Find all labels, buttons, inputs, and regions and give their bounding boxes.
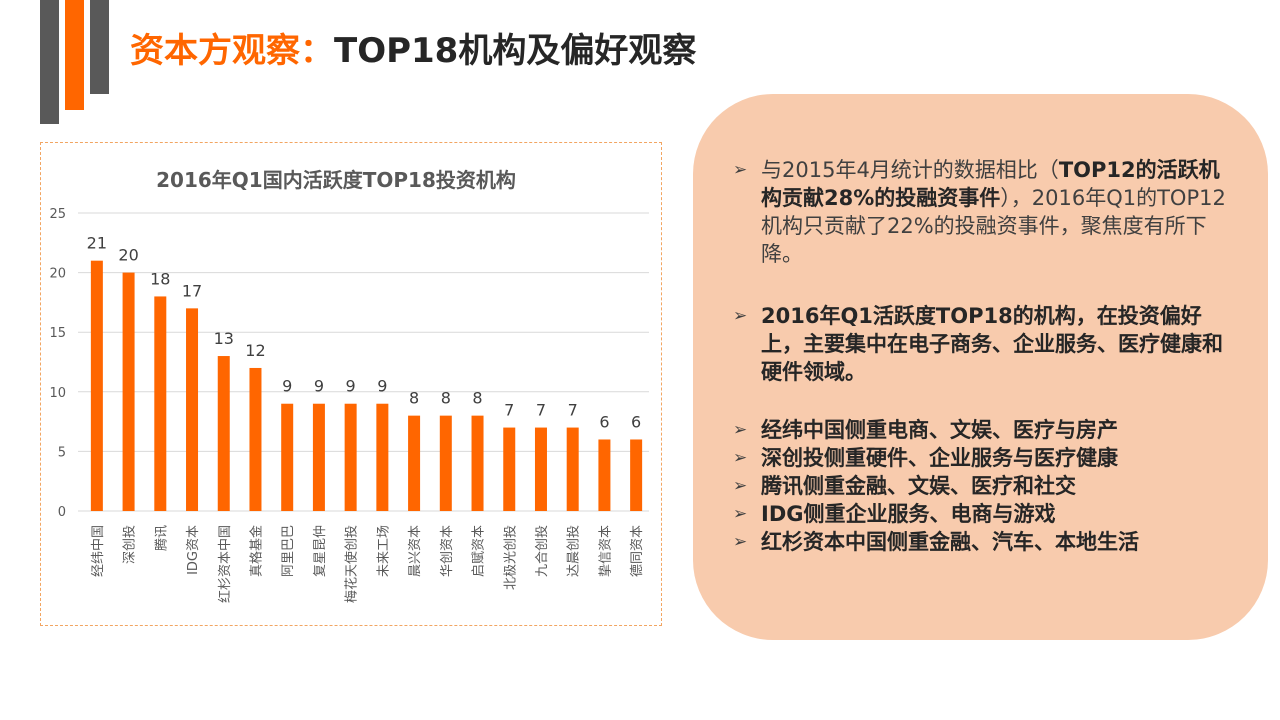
x-tick-label: 复星昆仲 — [313, 525, 328, 577]
bullet-comparison-bold: TOP12的活跃机构贡献28%的投融资事件 — [761, 158, 1220, 210]
bar — [503, 427, 516, 511]
data-label: 9 — [377, 377, 387, 396]
slide-title: 资本方观察：TOP18机构及偏好观察 — [130, 26, 696, 76]
arrow-bullet-icon: ➢ — [733, 160, 748, 180]
bar — [217, 356, 230, 511]
x-tick-label: 深创投 — [122, 525, 138, 564]
bar — [630, 439, 643, 511]
data-label: 18 — [150, 269, 170, 288]
list-item: ➢ 红杉资本中国侧重金融、汽车、本地生活 — [733, 530, 1139, 554]
institution-focus-list: ➢ 经纬中国侧重电商、文娱、医疗与房产 ➢ 深创投侧重硬件、企业服务与医疗健康 ➢ 腾… — [733, 416, 1243, 556]
x-tick-label: 红杉资本中国 — [217, 525, 233, 603]
data-label: 12 — [245, 341, 265, 360]
list-item: ➢ 腾讯侧重金融、文娱、医疗和社交 — [733, 474, 1076, 498]
y-tick-label: 5 — [58, 445, 66, 460]
chart-title: 2016年Q1国内活跃度TOP18投资机构 — [156, 168, 516, 192]
data-label: 6 — [599, 412, 609, 431]
arrow-bullet-icon: ➢ — [733, 448, 748, 468]
bar — [344, 403, 357, 511]
bar — [471, 415, 484, 511]
x-tick-label: 德同资本 — [630, 525, 645, 577]
x-tick-label: 梅花天使创投 — [344, 525, 360, 603]
bar — [534, 427, 547, 511]
bar — [408, 415, 421, 511]
x-tick-label: IDG资本 — [186, 525, 201, 575]
arrow-bullet-icon: ➢ — [733, 504, 748, 524]
y-tick-label: 0 — [58, 505, 66, 520]
bullet-comparison: ➢ 与2015年4月统计的数据相比（TOP12的活跃机构贡献28%的投融资事件）… — [733, 156, 1233, 268]
data-label: 21 — [87, 234, 107, 253]
x-tick-label: 达晨创投 — [566, 525, 582, 577]
data-label: 7 — [568, 401, 578, 420]
list-item: ➢ IDG侧重企业服务、电商与游戏 — [733, 502, 1056, 526]
bar — [154, 296, 167, 511]
x-tick-label: 华创资本 — [440, 525, 455, 577]
x-tick-label: 阿里巴巴 — [281, 525, 296, 577]
x-tick-label: 北极光创投 — [502, 525, 518, 590]
list-item: ➢ 经纬中国侧重电商、文娱、医疗与房产 — [733, 418, 1118, 442]
x-tick-label: 经纬中国 — [91, 525, 106, 577]
x-tick-label: 挚信资本 — [598, 525, 613, 577]
y-tick-label: 20 — [49, 267, 66, 282]
decor-bar-gray-1 — [40, 0, 59, 124]
arrow-bullet-icon: ➢ — [733, 306, 748, 326]
x-tick-label: 启赋资本 — [472, 525, 487, 577]
data-label: 7 — [536, 401, 546, 420]
data-label: 8 — [441, 389, 451, 408]
bar-chart: 2016年Q1国内活跃度TOP18投资机构 0 5 10 15 20 25 21 经纬中国 20 深… — [49, 168, 649, 603]
y-tick-label: 25 — [49, 207, 66, 222]
y-tick-label: 10 — [49, 386, 66, 401]
bar — [281, 403, 294, 511]
bar — [598, 439, 611, 511]
x-tick-label: 晨兴资本 — [408, 525, 423, 577]
x-tick-label: 真格基金 — [248, 525, 264, 577]
arrow-bullet-icon: ➢ — [733, 420, 748, 440]
data-label: 9 — [346, 377, 356, 396]
bar — [376, 403, 389, 511]
bar — [249, 367, 262, 511]
bullet-comparison-post: ），2016年Q1的TOP12机构只贡献了22%的投融资事件，聚焦度有所下降。 — [761, 186, 1226, 266]
chart-container: 2016年Q1国内活跃度TOP18投资机构 0 5 10 15 20 25 21 经纬中国 20 深… — [40, 142, 662, 626]
bullet-preference: ➢ 2016年Q1活跃度TOP18的机构，在投资偏好上，主要集中在电子商务、企业… — [733, 302, 1233, 386]
decor-bar-gray-2 — [90, 0, 109, 94]
data-label: 13 — [214, 329, 234, 348]
data-label: 8 — [409, 389, 419, 408]
y-tick-label: 15 — [49, 326, 66, 341]
x-tick-label: 未来工场 — [376, 525, 391, 577]
arrow-bullet-icon: ➢ — [733, 532, 748, 552]
bar — [122, 272, 135, 511]
arrow-bullet-icon: ➢ — [733, 476, 748, 496]
data-label: 20 — [118, 246, 138, 265]
data-label: 9 — [282, 377, 292, 396]
decor-bar-orange — [65, 0, 84, 110]
x-tick-label: 腾讯 — [153, 525, 169, 551]
data-label: 6 — [631, 412, 641, 431]
data-label: 17 — [182, 281, 202, 300]
bar — [312, 403, 325, 511]
bullet-comparison-pre: 与2015年4月统计的数据相比（ — [761, 158, 1059, 182]
data-label: 8 — [472, 389, 482, 408]
x-tick-label: 九合创投 — [534, 525, 550, 577]
data-label: 9 — [314, 377, 324, 396]
bar — [186, 308, 199, 511]
bullet-preference-text: 2016年Q1活跃度TOP18的机构，在投资偏好上，主要集中在电子商务、企业服务… — [761, 304, 1223, 384]
data-label: 7 — [504, 401, 514, 420]
bar — [566, 427, 579, 511]
slide-title-highlight: 资本方观察： — [130, 31, 334, 71]
bar — [439, 415, 452, 511]
bar — [90, 260, 103, 511]
slide-title-rest: TOP18机构及偏好观察 — [334, 31, 697, 71]
summary-panel: ➢ 与2015年4月统计的数据相比（TOP12的活跃机构贡献28%的投融资事件）… — [693, 94, 1268, 640]
list-item: ➢ 深创投侧重硬件、企业服务与医疗健康 — [733, 446, 1118, 470]
